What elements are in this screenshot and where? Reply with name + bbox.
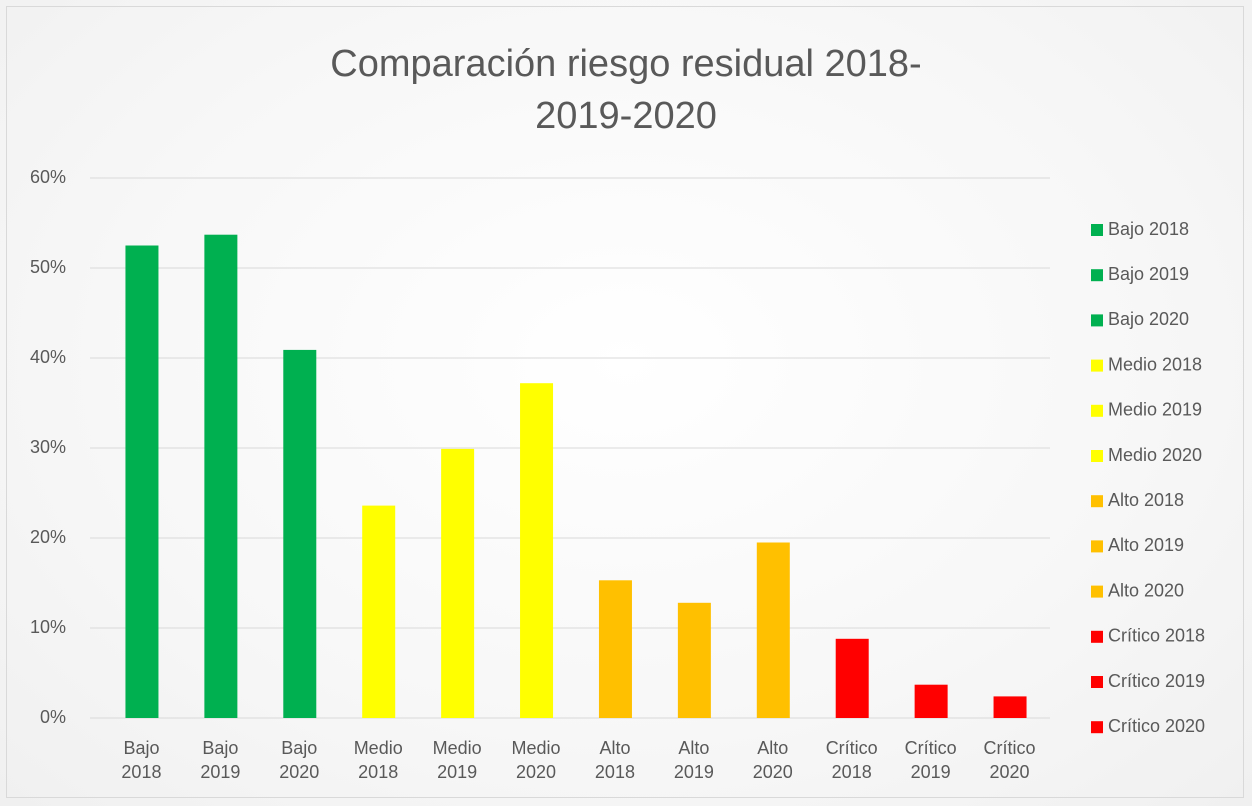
y-tick-label: 60% bbox=[30, 167, 66, 187]
legend-label: Bajo 2018 bbox=[1108, 219, 1189, 239]
legend-label: Bajo 2019 bbox=[1108, 264, 1189, 284]
x-tick-label: Crítico 2020 bbox=[983, 738, 1036, 782]
legend-label: Medio 2019 bbox=[1108, 400, 1202, 420]
bar bbox=[835, 638, 869, 718]
bar bbox=[756, 542, 790, 718]
legend-swatch bbox=[1091, 314, 1103, 327]
bar bbox=[520, 383, 554, 718]
bar bbox=[204, 234, 238, 718]
x-tick-label: Bajo 2019 bbox=[200, 738, 241, 782]
bar bbox=[914, 684, 948, 718]
y-tick-label: 40% bbox=[30, 347, 66, 367]
legend-swatch bbox=[1091, 495, 1103, 508]
y-tick-label: 0% bbox=[40, 707, 66, 727]
x-tick-label: Alto 2018 bbox=[594, 738, 635, 782]
legend-label: Crítico 2020 bbox=[1108, 716, 1205, 736]
chart-title: Comparación riesgo residual 2018-2019-20… bbox=[330, 43, 922, 137]
x-tick-label: Medio 2018 bbox=[353, 738, 403, 782]
x-tick-label: Medio 2020 bbox=[511, 738, 561, 782]
legend-swatch bbox=[1091, 359, 1103, 372]
legend-label: Crítico 2019 bbox=[1108, 671, 1205, 691]
legend-swatch bbox=[1091, 269, 1103, 282]
legend-swatch bbox=[1091, 450, 1103, 462]
x-tick-label: Bajo 2018 bbox=[121, 738, 162, 782]
legend-label: Bajo 2020 bbox=[1108, 309, 1189, 329]
legend-swatch bbox=[1091, 721, 1103, 734]
y-tick-label: 30% bbox=[30, 437, 66, 457]
x-tick-label: Crítico 2019 bbox=[904, 738, 957, 782]
chart-border bbox=[6, 6, 1244, 798]
legend-label: Medio 2020 bbox=[1108, 445, 1202, 465]
y-tick-label: 20% bbox=[30, 527, 66, 547]
bar bbox=[283, 349, 317, 718]
bar bbox=[993, 696, 1027, 718]
x-tick-label: Medio 2019 bbox=[432, 738, 482, 782]
x-tick-label: Bajo 2020 bbox=[279, 738, 320, 782]
legend-label: Medio 2018 bbox=[1108, 354, 1202, 374]
bar bbox=[441, 448, 475, 718]
legend-label: Alto 2019 bbox=[1108, 535, 1184, 555]
legend-swatch bbox=[1091, 224, 1103, 236]
x-tick-label: Crítico 2018 bbox=[825, 738, 878, 782]
bar bbox=[677, 602, 711, 718]
y-tick-label: 10% bbox=[30, 617, 66, 637]
y-tick-label: 50% bbox=[30, 257, 66, 277]
legend-swatch bbox=[1091, 630, 1103, 643]
legend-swatch bbox=[1091, 676, 1103, 688]
bar bbox=[598, 580, 632, 718]
legend-label: Alto 2018 bbox=[1108, 490, 1184, 510]
legend-label: Alto 2020 bbox=[1108, 580, 1184, 600]
x-tick-label: Alto 2019 bbox=[673, 738, 714, 782]
legend-swatch bbox=[1091, 540, 1103, 553]
legend-swatch bbox=[1091, 404, 1103, 417]
x-tick-label: Alto 2020 bbox=[752, 738, 793, 782]
bar bbox=[125, 245, 159, 718]
legend-swatch bbox=[1091, 585, 1103, 598]
legend-label: Crítico 2018 bbox=[1108, 626, 1205, 646]
bar bbox=[362, 505, 396, 718]
